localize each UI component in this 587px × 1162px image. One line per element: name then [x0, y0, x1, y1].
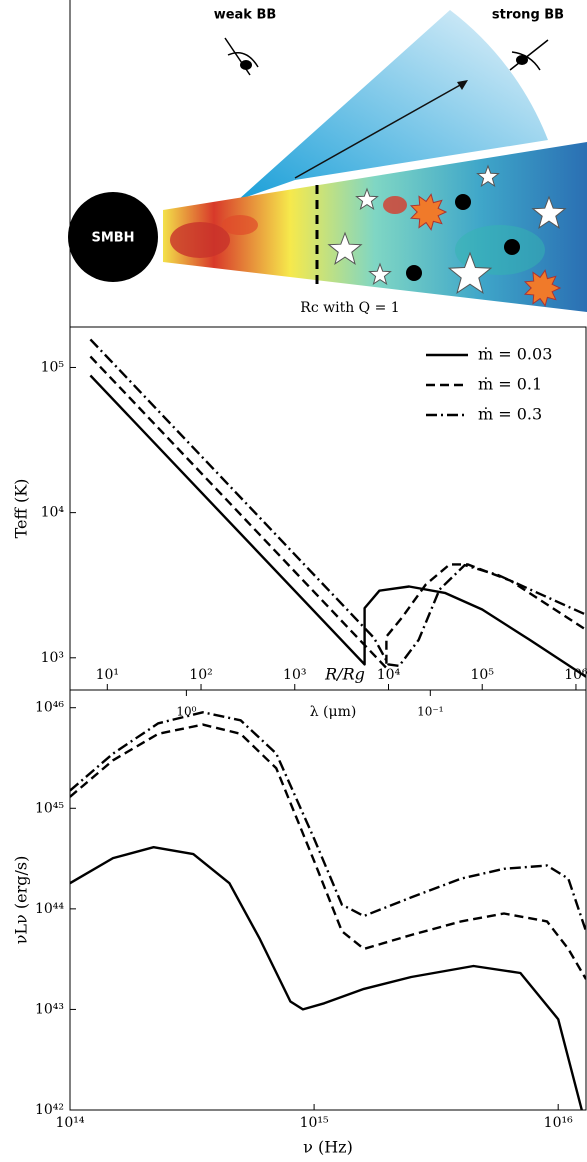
y-tick-label: 10⁴ [41, 505, 65, 521]
eye-icon [509, 39, 549, 71]
x2-tick-label: 10⁻¹ [417, 705, 443, 719]
x-tick-label: 10⁴ [377, 667, 401, 683]
smbh-label: SMBH [91, 231, 134, 246]
x-axis-label: R/Rg [324, 665, 365, 684]
x-tick-label: 10³ [283, 667, 306, 683]
burst [409, 193, 448, 231]
eye-icon [224, 37, 259, 76]
strong-bb-label: strong BB [492, 8, 564, 23]
y-tick-label: 10⁴² [35, 1102, 64, 1118]
disk-blob [222, 215, 258, 235]
series-line [89, 338, 586, 668]
x-tick-label: 10¹⁶ [544, 1115, 573, 1131]
star [327, 231, 363, 265]
disk-blob [170, 222, 230, 258]
radius-label: Rc with Q = 1 [300, 300, 399, 316]
legend-label: ṁ = 0.3 [478, 405, 542, 424]
y-tick-label: 10³ [41, 650, 64, 666]
series-line [70, 846, 583, 1110]
plot-frame [69, 689, 587, 1111]
eye-pupil [240, 60, 252, 70]
star [476, 164, 500, 188]
burst [523, 269, 562, 307]
weak-bb-label: weak BB [214, 8, 277, 23]
y-tick-label: 10⁵ [41, 359, 65, 375]
arrow-head [457, 80, 468, 90]
emission-cone [238, 10, 548, 200]
x-tick-label: 10² [189, 667, 212, 683]
series-line [89, 355, 586, 670]
x2-tick-label: 10⁰ [176, 705, 196, 719]
star [355, 187, 379, 211]
smbh [68, 192, 158, 282]
legend-label: ṁ = 0.1 [478, 375, 542, 394]
x-tick-label: 10¹⁴ [55, 1115, 84, 1131]
series-line [70, 723, 586, 980]
series-line [70, 711, 586, 932]
x-tick-label: 10⁵ [471, 667, 495, 683]
clump [455, 194, 471, 210]
y-axis-label: Teff (K) [12, 479, 31, 539]
eye-pupil [516, 55, 528, 65]
y-axis-label: νLν (erg/s) [12, 856, 31, 945]
x-axis-label: ν (Hz) [303, 1138, 353, 1157]
y-tick-label: 10⁴⁵ [35, 800, 64, 816]
star [531, 195, 567, 229]
disk-blob [383, 196, 407, 214]
diagram: SMBH weak BB strong BB Rc with Q = 1 [68, 0, 587, 327]
legend-label: ṁ = 0.03 [478, 345, 552, 364]
x-tick-label: 10⁶ [564, 667, 587, 683]
y-tick-label: 10⁴³ [35, 1001, 64, 1017]
y-tick-label: 10⁴⁴ [35, 901, 64, 917]
x2-axis-label: λ (μm) [310, 704, 357, 720]
clump [504, 239, 520, 255]
y-tick-label: 10⁴⁶ [35, 700, 64, 716]
star [368, 262, 392, 286]
arrow [294, 83, 463, 179]
disk-blob [455, 225, 545, 275]
x-tick-label: 10¹⁵ [300, 1115, 329, 1131]
x-tick-label: 10¹ [96, 667, 119, 683]
clump [406, 265, 422, 281]
star [447, 251, 493, 294]
